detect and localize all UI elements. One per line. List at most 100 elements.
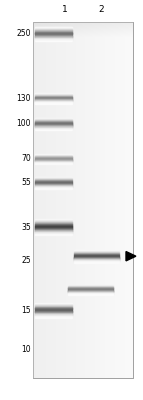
Bar	[35, 40, 72, 42]
Bar	[35, 124, 72, 125]
Bar	[74, 253, 119, 254]
Bar	[35, 29, 72, 30]
Bar	[35, 39, 72, 40]
Bar	[35, 181, 72, 182]
Bar	[35, 232, 72, 234]
Bar	[35, 304, 72, 305]
Bar	[35, 183, 72, 184]
Bar	[35, 221, 72, 222]
Bar	[35, 159, 72, 160]
Bar	[35, 101, 72, 102]
Bar	[35, 228, 72, 229]
Bar	[74, 257, 119, 258]
Bar	[68, 291, 113, 292]
Bar	[68, 294, 113, 295]
Bar	[35, 224, 72, 225]
Bar	[68, 292, 113, 293]
Bar	[35, 95, 72, 96]
Bar	[35, 313, 72, 314]
Bar	[74, 251, 119, 252]
Bar	[74, 250, 119, 251]
Bar	[35, 156, 72, 157]
Bar	[35, 183, 72, 184]
Bar	[68, 287, 113, 288]
Text: 100: 100	[16, 120, 31, 128]
Bar	[35, 311, 72, 312]
Bar	[35, 314, 72, 315]
Bar	[35, 159, 72, 160]
Bar	[35, 307, 72, 308]
Bar	[35, 307, 72, 308]
Bar	[35, 34, 72, 35]
Bar	[35, 222, 72, 223]
Bar	[35, 178, 72, 179]
Bar	[35, 100, 72, 101]
Bar	[74, 256, 119, 257]
Text: 130: 130	[16, 94, 31, 103]
Bar	[35, 163, 72, 164]
Bar	[35, 180, 72, 181]
Bar	[35, 188, 72, 189]
Bar	[35, 232, 72, 233]
Bar	[35, 178, 72, 179]
Bar	[68, 286, 113, 287]
Text: 55: 55	[21, 178, 31, 187]
Bar	[35, 162, 72, 163]
Bar	[35, 176, 72, 177]
Bar	[35, 230, 72, 231]
Bar	[35, 94, 72, 95]
Bar	[35, 36, 72, 37]
Bar	[35, 126, 72, 127]
Text: 35: 35	[21, 222, 31, 232]
Bar	[35, 186, 72, 187]
Bar	[74, 258, 119, 259]
Bar	[74, 255, 119, 256]
Bar	[74, 259, 119, 260]
Bar	[35, 158, 72, 159]
Bar	[35, 38, 72, 39]
Text: 70: 70	[21, 154, 31, 164]
Bar	[35, 97, 72, 98]
Bar	[35, 100, 72, 101]
Bar	[35, 185, 72, 186]
Bar	[35, 225, 72, 226]
Bar	[35, 128, 72, 129]
Bar	[35, 312, 72, 314]
Bar	[35, 33, 72, 34]
Bar	[35, 234, 72, 235]
Bar	[68, 292, 113, 293]
Bar	[35, 309, 72, 310]
Bar	[35, 306, 72, 307]
Bar	[35, 160, 72, 161]
Bar	[35, 40, 72, 41]
Bar	[35, 122, 72, 123]
Bar	[35, 230, 72, 231]
Bar	[35, 99, 72, 100]
Bar	[35, 118, 72, 119]
Bar	[35, 229, 72, 230]
Bar	[35, 231, 72, 232]
Bar	[35, 120, 72, 121]
Bar	[35, 124, 72, 125]
Bar	[35, 101, 72, 102]
Bar	[35, 39, 72, 40]
Bar	[35, 305, 72, 306]
Bar	[35, 161, 72, 162]
Bar	[35, 223, 72, 224]
Bar	[35, 182, 72, 183]
Bar	[35, 179, 72, 180]
Bar	[35, 316, 72, 317]
Bar	[35, 122, 72, 123]
Bar	[35, 187, 72, 188]
Bar	[35, 28, 72, 29]
Bar	[35, 96, 72, 97]
Bar	[35, 226, 72, 227]
Bar	[35, 315, 72, 316]
Bar	[35, 118, 72, 119]
Bar	[68, 290, 113, 291]
Bar	[35, 312, 72, 313]
Bar	[35, 162, 72, 163]
Bar	[35, 127, 72, 128]
Bar	[74, 255, 119, 256]
Bar	[74, 260, 119, 261]
